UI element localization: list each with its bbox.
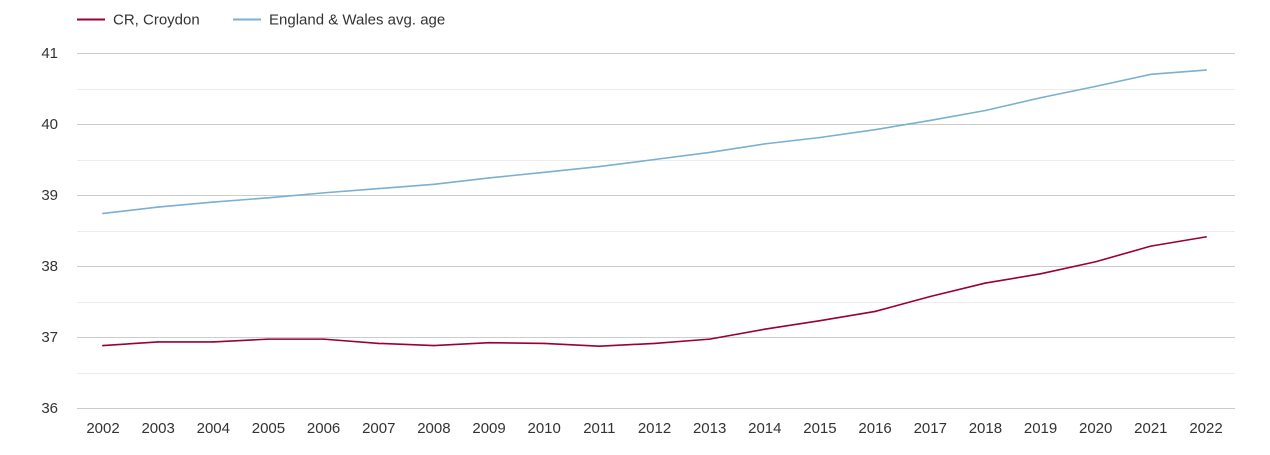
data-point	[322, 338, 325, 340]
data-point	[653, 342, 656, 345]
legend-label: CR, Croydon	[113, 12, 200, 29]
x-tick-label: 2014	[748, 420, 781, 437]
data-point	[267, 197, 270, 199]
x-tick-label: 2007	[362, 420, 395, 437]
data-point	[653, 158, 656, 161]
grid-lines	[77, 53, 1235, 409]
legend-label: England & Wales avg. age	[269, 12, 445, 29]
y-tick-label: 40	[41, 116, 58, 133]
data-point	[433, 344, 435, 347]
data-point	[929, 295, 932, 298]
data-point	[874, 128, 876, 131]
x-axis: 2002 2003 2004 2005 2006 2007 2008 2009 2010 2011…	[86, 420, 1222, 437]
data-point	[543, 171, 545, 174]
data-point	[929, 119, 932, 122]
data-point	[1094, 260, 1097, 263]
data-point	[598, 165, 601, 168]
x-tick-label: 2006	[307, 420, 340, 437]
data-point	[708, 151, 711, 154]
series-line-0	[102, 236, 1207, 348]
data-point	[984, 109, 987, 112]
x-tick-label: 2003	[141, 420, 174, 437]
x-tick-label: 2002	[86, 420, 119, 437]
data-point	[377, 342, 380, 345]
x-tick-label: 2004	[197, 420, 230, 437]
x-tick-label: 2010	[528, 420, 561, 437]
data-point	[488, 341, 490, 344]
y-tick-label: 38	[41, 258, 58, 275]
y-axis: 36 37 38 39 40 41	[41, 45, 58, 417]
data-point	[764, 143, 766, 145]
data-point	[433, 183, 435, 186]
data-point	[1150, 245, 1152, 247]
x-tick-label: 2005	[252, 420, 285, 437]
y-tick-label: 41	[41, 45, 58, 62]
data-point	[708, 338, 711, 340]
data-point	[488, 177, 490, 179]
data-point	[1150, 73, 1152, 76]
x-tick-label: 2016	[858, 420, 891, 437]
data-point	[874, 310, 876, 313]
legend: CR, Croydon England & Wales avg. age	[77, 12, 445, 29]
y-tick-label: 39	[41, 187, 58, 204]
data-point	[984, 282, 987, 284]
x-tick-label: 2022	[1189, 420, 1222, 437]
data-point	[102, 212, 104, 215]
x-tick-label: 2020	[1079, 420, 1112, 437]
data-point	[1039, 273, 1042, 275]
legend-item-0[interactable]: CR, Croydon	[77, 12, 200, 29]
x-tick-label: 2009	[472, 420, 505, 437]
data-point	[819, 136, 821, 139]
data-point	[1094, 85, 1097, 88]
data-point	[157, 341, 159, 343]
y-tick-label: 37	[41, 329, 58, 346]
x-tick-label: 2011	[583, 420, 615, 437]
x-tick-label: 2019	[1024, 420, 1057, 437]
x-tick-label: 2017	[914, 420, 947, 437]
x-tick-label: 2018	[969, 420, 1002, 437]
data-point	[102, 344, 104, 347]
legend-item-1[interactable]: England & Wales avg. age	[233, 12, 445, 29]
data-point	[598, 345, 601, 348]
y-tick-label: 36	[41, 400, 58, 417]
series-line-1	[102, 69, 1207, 215]
data-point	[764, 328, 766, 330]
data-point	[377, 187, 380, 190]
data-point	[322, 192, 325, 194]
data-point	[212, 201, 215, 203]
data-point	[1205, 69, 1207, 71]
data-point	[157, 206, 159, 208]
x-tick-label: 2013	[693, 420, 726, 437]
x-tick-label: 2021	[1134, 420, 1167, 437]
x-tick-label: 2008	[417, 420, 450, 437]
data-point	[819, 319, 821, 322]
x-tick-label: 2015	[803, 420, 836, 437]
data-point	[1205, 236, 1207, 238]
data-point	[543, 342, 545, 345]
series-lines	[102, 69, 1207, 348]
data-point	[212, 341, 215, 343]
data-point	[267, 338, 270, 340]
x-tick-label: 2012	[638, 420, 671, 437]
data-point	[1039, 96, 1042, 99]
